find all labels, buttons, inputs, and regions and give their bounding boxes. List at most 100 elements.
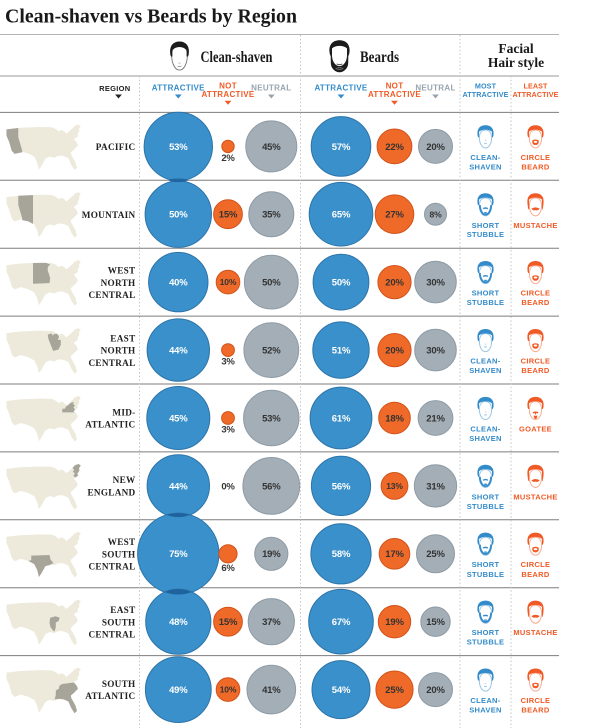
svg-text:SHORT: SHORT	[472, 560, 500, 569]
svg-text:MUSTACHE: MUSTACHE	[513, 221, 557, 230]
svg-text:MID-: MID-	[112, 407, 135, 417]
svg-text:WEST: WEST	[108, 537, 136, 547]
svg-text:Hair style: Hair style	[488, 55, 544, 70]
svg-text:50%: 50%	[262, 278, 281, 289]
svg-text:21%: 21%	[426, 413, 445, 424]
svg-text:LEAST: LEAST	[523, 82, 548, 91]
svg-text:65%: 65%	[332, 210, 351, 221]
svg-text:10%: 10%	[220, 277, 237, 287]
svg-text:WEST: WEST	[108, 266, 136, 276]
svg-text:37%: 37%	[262, 617, 281, 628]
svg-text:MOST: MOST	[475, 82, 497, 91]
svg-text:3%: 3%	[221, 357, 235, 368]
svg-text:40%: 40%	[169, 278, 188, 289]
svg-text:NEW: NEW	[113, 475, 136, 485]
svg-text:SHORT: SHORT	[472, 628, 500, 637]
svg-text:51%: 51%	[332, 346, 351, 357]
svg-text:BEARD: BEARD	[521, 162, 549, 171]
svg-text:SHORT: SHORT	[472, 289, 500, 298]
svg-text:53%: 53%	[262, 413, 281, 424]
svg-text:20%: 20%	[385, 346, 404, 357]
svg-text:2%: 2%	[221, 153, 235, 164]
svg-text:ATLANTIC: ATLANTIC	[85, 691, 135, 701]
svg-text:ATLANTIC: ATLANTIC	[85, 420, 135, 430]
svg-text:CIRCLE: CIRCLE	[521, 696, 551, 705]
svg-text:25%: 25%	[385, 685, 404, 696]
svg-text:SOUTH: SOUTH	[102, 549, 136, 559]
svg-text:Clean-shaven: Clean-shaven	[201, 49, 273, 66]
svg-text:MUSTACHE: MUSTACHE	[513, 628, 557, 637]
svg-text:56%: 56%	[332, 481, 351, 492]
svg-text:ATTRACTIVE: ATTRACTIVE	[152, 84, 205, 93]
svg-text:CENTRAL: CENTRAL	[88, 290, 135, 300]
svg-text:56%: 56%	[262, 481, 281, 492]
svg-text:NOT: NOT	[219, 82, 237, 91]
svg-text:PACIFIC: PACIFIC	[96, 142, 136, 152]
svg-text:CLEAN-: CLEAN-	[470, 153, 500, 162]
svg-text:15%: 15%	[426, 617, 445, 628]
svg-text:REGION: REGION	[99, 84, 130, 93]
svg-text:SHORT: SHORT	[472, 221, 500, 230]
svg-text:15%: 15%	[219, 617, 238, 628]
svg-text:35%: 35%	[262, 210, 281, 221]
svg-text:20%: 20%	[385, 278, 404, 289]
svg-text:NOT: NOT	[386, 82, 404, 91]
svg-text:CENTRAL: CENTRAL	[88, 630, 135, 640]
svg-text:54%: 54%	[332, 685, 351, 696]
svg-text:57%: 57%	[332, 142, 351, 153]
svg-text:22%: 22%	[385, 142, 404, 153]
svg-text:50%: 50%	[332, 278, 351, 289]
svg-text:EAST: EAST	[110, 334, 135, 344]
svg-text:27%: 27%	[385, 210, 404, 221]
svg-text:15%: 15%	[219, 210, 238, 221]
svg-text:ATTRACTIVE: ATTRACTIVE	[368, 90, 421, 99]
svg-text:BEARD: BEARD	[521, 366, 549, 375]
svg-text:NORTH: NORTH	[101, 278, 136, 288]
svg-text:Clean-shaven vs Beards by Regi: Clean-shaven vs Beards by Region	[5, 7, 297, 28]
svg-text:STUBBLE: STUBBLE	[467, 502, 505, 511]
svg-text:30%: 30%	[426, 278, 445, 289]
svg-text:ENGLAND: ENGLAND	[87, 488, 135, 498]
svg-text:STUBBLE: STUBBLE	[467, 298, 505, 307]
svg-text:NEUTRAL: NEUTRAL	[251, 84, 291, 93]
svg-text:20%: 20%	[426, 685, 445, 696]
svg-text:SOUTH: SOUTH	[102, 679, 136, 689]
svg-text:17%: 17%	[385, 549, 404, 560]
svg-text:52%: 52%	[262, 346, 281, 357]
svg-text:45%: 45%	[262, 142, 281, 153]
svg-text:SHAVEN: SHAVEN	[469, 366, 502, 375]
svg-text:25%: 25%	[426, 549, 445, 560]
svg-text:CIRCLE: CIRCLE	[521, 289, 551, 298]
svg-text:CLEAN-: CLEAN-	[470, 425, 500, 434]
svg-text:NEUTRAL: NEUTRAL	[415, 84, 455, 93]
svg-text:20%: 20%	[426, 142, 445, 153]
svg-text:49%: 49%	[169, 685, 188, 696]
svg-text:GOATEE: GOATEE	[519, 425, 552, 434]
svg-text:EAST: EAST	[110, 605, 135, 615]
svg-text:CENTRAL: CENTRAL	[88, 358, 135, 368]
svg-text:MUSTACHE: MUSTACHE	[513, 492, 557, 501]
svg-text:0%: 0%	[221, 482, 235, 493]
svg-text:MOUNTAIN: MOUNTAIN	[82, 210, 136, 220]
svg-text:6%: 6%	[221, 563, 235, 574]
svg-text:75%: 75%	[169, 549, 188, 560]
svg-text:STUBBLE: STUBBLE	[467, 638, 505, 647]
svg-text:CENTRAL: CENTRAL	[88, 562, 135, 572]
svg-text:SHAVEN: SHAVEN	[469, 162, 502, 171]
svg-text:STUBBLE: STUBBLE	[467, 230, 505, 239]
svg-text:SHORT: SHORT	[472, 492, 500, 501]
svg-text:ATTRACTIVE: ATTRACTIVE	[463, 90, 509, 99]
svg-text:19%: 19%	[385, 617, 404, 628]
svg-text:SHAVEN: SHAVEN	[469, 706, 502, 715]
svg-text:30%: 30%	[426, 346, 445, 357]
svg-text:BEARD: BEARD	[521, 706, 549, 715]
svg-text:3%: 3%	[221, 425, 235, 436]
svg-text:58%: 58%	[332, 549, 351, 560]
svg-text:ATTRACTIVE: ATTRACTIVE	[314, 84, 367, 93]
svg-text:CLEAN-: CLEAN-	[470, 357, 500, 366]
svg-text:CIRCLE: CIRCLE	[521, 357, 551, 366]
svg-text:NORTH: NORTH	[101, 346, 136, 356]
svg-text:18%: 18%	[385, 413, 404, 424]
svg-text:SHAVEN: SHAVEN	[469, 434, 502, 443]
svg-text:44%: 44%	[169, 481, 188, 492]
